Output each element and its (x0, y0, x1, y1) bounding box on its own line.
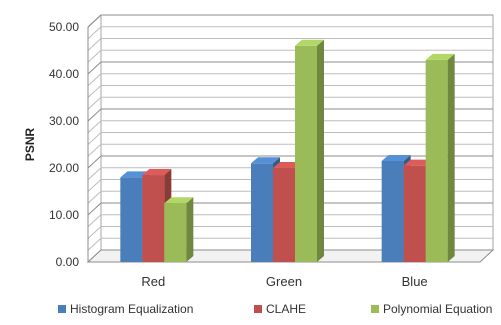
gridline-wall (87, 179, 102, 192)
y-tick-label: 10.00 (49, 208, 79, 222)
legend-swatch (58, 305, 66, 313)
bar-side (317, 39, 324, 262)
legend-item: Polynomial Equation (371, 302, 492, 316)
bar-top (164, 197, 194, 204)
legend-swatch (371, 305, 379, 313)
legend-label: Histogram Equalization (70, 302, 193, 316)
gridline-wall (87, 26, 102, 40)
legend-label: Polynomial Equation (383, 302, 492, 316)
legend: Histogram Equalization CLAHE Polynomial Eq… (58, 302, 492, 316)
gridline-wall (87, 120, 102, 134)
y-tick-label: 40.00 (49, 67, 79, 81)
gridline-wall (87, 108, 102, 122)
bar-front (251, 163, 273, 262)
legend-item: Histogram Equalization (58, 302, 193, 316)
bar-top (142, 169, 172, 176)
gridline-wall (87, 61, 102, 75)
x-category-label: Green (266, 274, 302, 289)
gridline-wall (87, 73, 102, 87)
legend-swatch (254, 305, 262, 313)
bar-top (273, 162, 302, 168)
bar-front (142, 175, 165, 262)
bar-top (425, 53, 455, 60)
gridline-wall (87, 226, 102, 239)
gridline-wall (87, 85, 102, 98)
bar-top (251, 157, 280, 164)
bar-top (295, 39, 324, 46)
gridline-wall (87, 143, 102, 157)
bar-front (120, 177, 143, 262)
y-tick-label: 0.00 (56, 255, 80, 269)
bar-front (381, 160, 404, 262)
bar-side (447, 53, 455, 263)
y-axis-title: PSNR (23, 127, 37, 161)
gridline-wall (87, 167, 102, 181)
bar-front (164, 203, 187, 262)
gridline-wall (87, 214, 102, 228)
bar-red-polynomial-equation (164, 197, 194, 262)
gridline-wall (87, 190, 102, 204)
x-category-label: Red (141, 274, 165, 289)
bar-front (273, 168, 295, 262)
bar-front (403, 165, 426, 262)
gridline-wall (87, 132, 102, 145)
bar-top (403, 159, 433, 166)
legend-label: CLAHE (266, 302, 306, 316)
x-category-labels: Red Green Blue (141, 274, 427, 289)
y-tick-label: 30.00 (49, 114, 79, 128)
bars (120, 39, 455, 263)
gridline-wall (87, 38, 102, 51)
legend-item: CLAHE (254, 302, 306, 316)
gridline-wall (87, 202, 102, 216)
bar-blue-polynomial-equation (425, 53, 455, 263)
y-axis-top-edge (87, 14, 102, 28)
bar-green-polynomial-equation (295, 39, 324, 262)
bar-front (295, 45, 317, 262)
y-tick-label: 20.00 (49, 161, 79, 175)
gridline-wall (87, 155, 102, 169)
y-tick-label: 50.00 (49, 20, 79, 34)
bar-front (425, 59, 448, 263)
gridline-wall (87, 49, 102, 63)
gridline-wall (87, 96, 102, 110)
y-tick-labels: 0.00 10.00 20.00 30.00 40.00 50.00 (49, 20, 79, 269)
gridline-wall (87, 237, 102, 251)
bar-side (186, 197, 194, 262)
bar-top (120, 171, 150, 178)
bar-top (381, 154, 411, 161)
x-category-label: Blue (402, 274, 428, 289)
